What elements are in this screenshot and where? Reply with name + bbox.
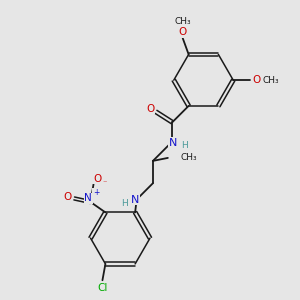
Text: CH₃: CH₃ bbox=[174, 17, 191, 26]
Text: Cl: Cl bbox=[97, 283, 108, 293]
Text: N: N bbox=[169, 138, 177, 148]
Text: CH₃: CH₃ bbox=[263, 76, 280, 85]
Text: ⁻: ⁻ bbox=[103, 178, 107, 187]
Text: O: O bbox=[178, 27, 187, 37]
Text: O: O bbox=[93, 174, 101, 184]
Text: H: H bbox=[121, 199, 128, 208]
Text: N: N bbox=[84, 194, 92, 203]
Text: O: O bbox=[64, 192, 72, 202]
Text: N: N bbox=[131, 194, 139, 205]
Text: CH₃: CH₃ bbox=[180, 153, 197, 162]
Text: O: O bbox=[253, 75, 261, 85]
Text: H: H bbox=[181, 141, 188, 150]
Text: O: O bbox=[146, 104, 155, 114]
Text: +: + bbox=[93, 188, 99, 197]
